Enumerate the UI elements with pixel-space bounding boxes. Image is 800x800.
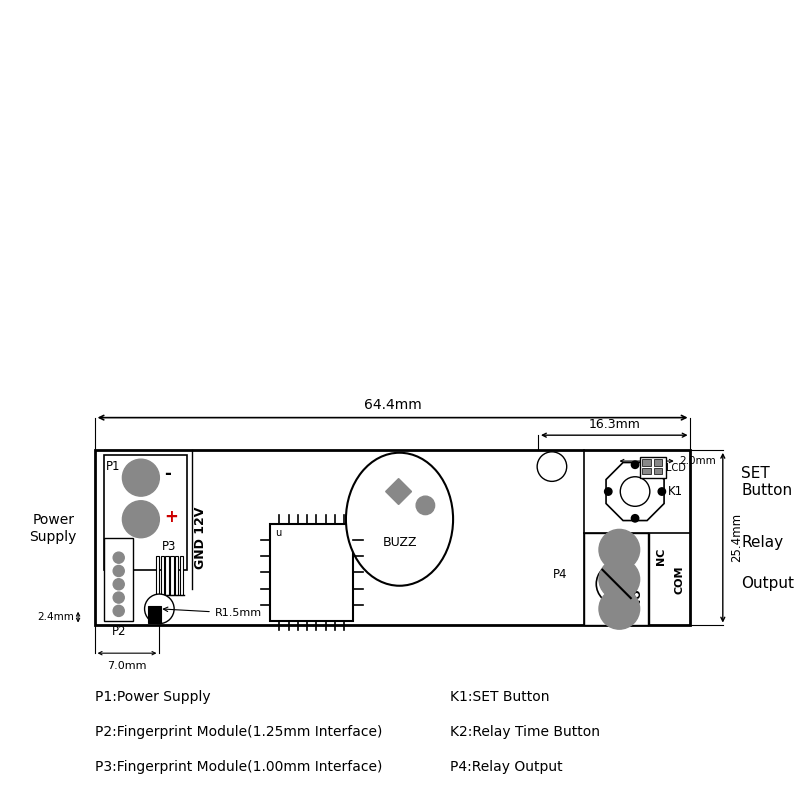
Bar (642, 459, 650, 466)
Circle shape (113, 566, 124, 577)
Text: +: + (164, 508, 178, 526)
Text: K1:SET Button: K1:SET Button (450, 690, 550, 704)
Bar (642, 467, 650, 474)
Polygon shape (386, 478, 411, 505)
Text: P3: P3 (162, 541, 177, 554)
Text: BUZZ: BUZZ (382, 536, 417, 549)
Text: 7.0mm: 7.0mm (107, 661, 146, 670)
Circle shape (599, 589, 640, 629)
Text: NC: NC (656, 547, 666, 565)
Bar (654, 459, 662, 466)
Circle shape (113, 552, 124, 563)
Bar (654, 467, 662, 474)
Text: K1: K1 (668, 485, 683, 498)
Ellipse shape (346, 453, 453, 586)
Circle shape (122, 501, 159, 538)
Circle shape (658, 488, 666, 495)
Text: Output: Output (742, 576, 794, 591)
Bar (104, 538, 134, 621)
Text: R1.5mm: R1.5mm (163, 607, 262, 618)
Circle shape (605, 488, 612, 495)
Bar (174, 556, 178, 595)
Text: P4: P4 (553, 568, 568, 581)
Bar (270, 524, 354, 621)
Bar (148, 606, 162, 622)
Circle shape (599, 559, 640, 600)
Circle shape (122, 459, 159, 496)
Text: P4:Relay Output: P4:Relay Output (450, 760, 563, 774)
Bar (170, 556, 174, 595)
Circle shape (596, 563, 637, 604)
Text: P3:Fingerprint Module(1.00mm Interface): P3:Fingerprint Module(1.00mm Interface) (94, 760, 382, 774)
Text: P2:Fingerprint Module(1.25mm Interface): P2:Fingerprint Module(1.25mm Interface) (94, 726, 382, 739)
Text: LCD: LCD (666, 462, 686, 473)
Bar (104, 454, 187, 570)
Circle shape (416, 496, 434, 514)
Bar (179, 556, 183, 595)
Text: P2: P2 (111, 625, 126, 638)
Text: 2.0mm: 2.0mm (679, 456, 716, 466)
Bar (156, 556, 159, 595)
Text: GND 12V: GND 12V (194, 506, 207, 569)
Text: Relay: Relay (742, 535, 783, 550)
Text: u: u (275, 529, 281, 538)
Bar (94, 450, 690, 626)
Bar (161, 556, 164, 595)
Text: P1: P1 (106, 460, 120, 473)
Circle shape (113, 606, 124, 617)
Text: 25.4mm: 25.4mm (730, 513, 743, 562)
Bar (640, 458, 666, 478)
Text: SET
Button: SET Button (742, 466, 793, 498)
Text: COM: COM (675, 565, 685, 594)
Bar (584, 533, 649, 626)
Circle shape (113, 592, 124, 603)
Circle shape (537, 452, 566, 482)
Text: NO: NO (632, 589, 642, 607)
Circle shape (631, 514, 638, 522)
Text: P1:Power Supply: P1:Power Supply (94, 690, 210, 704)
Circle shape (145, 594, 174, 624)
Text: -: - (164, 465, 171, 483)
Text: 64.4mm: 64.4mm (364, 398, 422, 412)
Text: K2: K2 (609, 544, 624, 557)
Circle shape (599, 530, 640, 570)
Polygon shape (606, 462, 664, 521)
Circle shape (113, 578, 124, 590)
Circle shape (620, 477, 650, 506)
Text: Power
Supply: Power Supply (30, 514, 77, 543)
Circle shape (631, 461, 638, 469)
Bar (166, 556, 169, 595)
Text: K2:Relay Time Button: K2:Relay Time Button (450, 726, 600, 739)
Text: 16.3mm: 16.3mm (588, 418, 640, 430)
Text: 2.4mm: 2.4mm (38, 612, 74, 622)
